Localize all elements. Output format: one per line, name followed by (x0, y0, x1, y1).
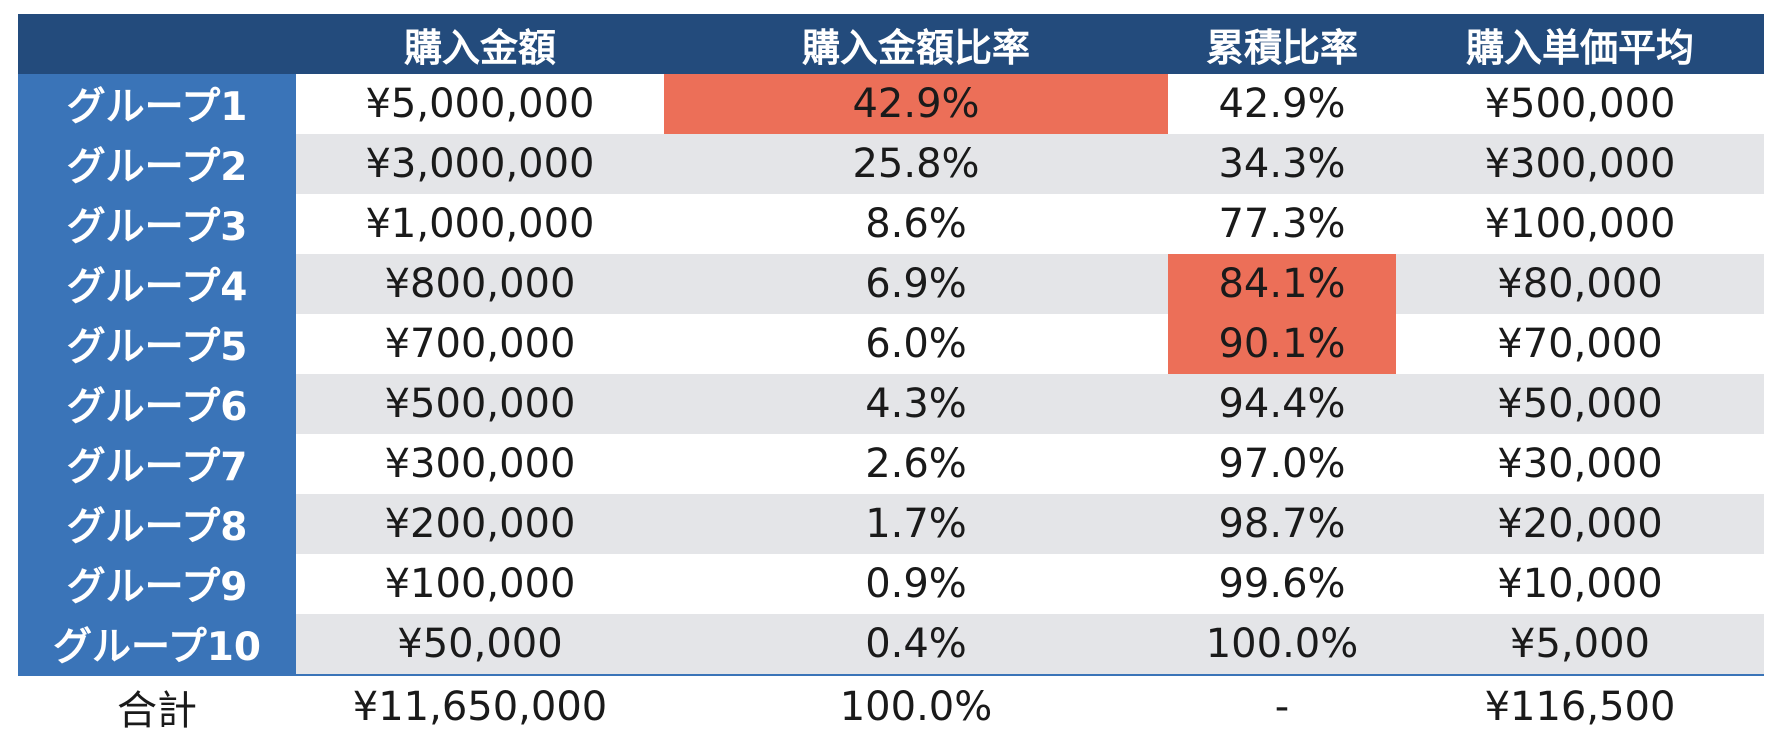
table-row: グループ8 ¥200,000 1.7% 98.7% ¥20,000 (18, 494, 1764, 554)
avg-price-cell: ¥20,000 (1497, 501, 1663, 547)
row-label: グループ4 (18, 254, 296, 314)
cumulative-cell: 98.7% (1218, 501, 1346, 547)
header-cell-ratio: 購入金額比率 (801, 25, 1030, 70)
table-row: グループ6 ¥500,000 4.3% 94.4% ¥50,000 (18, 374, 1764, 434)
row-label: グループ9 (18, 554, 296, 614)
amount-cell: ¥50,000 (397, 621, 563, 667)
ratio-cell: 42.9% (664, 74, 1168, 134)
avg-price-cell: ¥100,000 (1484, 201, 1676, 247)
table-body: グループ1 ¥5,000,000 42.9% 42.9% ¥500,000 グループ2 ¥3… (18, 74, 1764, 674)
avg-price-cell: ¥70,000 (1497, 321, 1663, 367)
amount-cell: ¥200,000 (384, 501, 576, 547)
header-cell-avg-price: 購入単価平均 (1465, 25, 1694, 70)
row-label: グループ8 (18, 494, 296, 554)
avg-price-cell: ¥10,000 (1497, 561, 1663, 607)
ratio-cell: 2.6% (865, 441, 967, 487)
amount-cell: ¥1,000,000 (365, 201, 595, 247)
avg-price-cell: ¥30,000 (1497, 441, 1663, 487)
total-label: 合計 (117, 688, 197, 734)
header-cell-cumulative: 累積比率 (1205, 25, 1358, 70)
amount-cell: ¥700,000 (384, 321, 576, 367)
cumulative-cell: 90.1% (1168, 314, 1396, 374)
total-amount: ¥11,650,000 (352, 684, 608, 730)
cumulative-cell: 77.3% (1218, 201, 1346, 247)
table-row: グループ4 ¥800,000 6.9% 84.1% ¥80,000 (18, 254, 1764, 314)
table-row: グループ1 ¥5,000,000 42.9% 42.9% ¥500,000 (18, 74, 1764, 134)
table-row: グループ7 ¥300,000 2.6% 97.0% ¥30,000 (18, 434, 1764, 494)
header-cell-corner (18, 14, 296, 74)
amount-cell: ¥3,000,000 (365, 141, 595, 187)
ratio-cell: 25.8% (852, 141, 980, 187)
amount-cell: ¥300,000 (384, 441, 576, 487)
table-row: グループ2 ¥3,000,000 25.8% 34.3% ¥300,000 (18, 134, 1764, 194)
amount-cell: ¥100,000 (384, 561, 576, 607)
total-cumulative: - (1274, 684, 1290, 730)
avg-price-cell: ¥5,000 (1510, 621, 1650, 667)
cumulative-cell: 34.3% (1218, 141, 1346, 187)
cumulative-cell: 99.6% (1218, 561, 1346, 607)
amount-cell: ¥500,000 (384, 381, 576, 427)
table-row: グループ9 ¥100,000 0.9% 99.6% ¥10,000 (18, 554, 1764, 614)
data-table: 購入金額 購入金額比率 累積比率 購入単価平均 グループ1 ¥5,000,000 4… (18, 14, 1764, 738)
row-label: グループ10 (18, 614, 296, 674)
ratio-cell: 6.9% (865, 261, 967, 307)
cumulative-cell: 94.4% (1218, 381, 1346, 427)
table-row: グループ3 ¥1,000,000 8.6% 77.3% ¥100,000 (18, 194, 1764, 254)
ratio-cell: 0.9% (865, 561, 967, 607)
total-row: 合計 ¥11,650,000 100.0% - ¥116,500 (18, 674, 1764, 738)
header-cell-amount: 購入金額 (403, 25, 556, 70)
ratio-cell: 6.0% (865, 321, 967, 367)
row-label: グループ1 (18, 74, 296, 134)
row-label: グループ3 (18, 194, 296, 254)
total-ratio: 100.0% (839, 684, 993, 730)
table-row: グループ10 ¥50,000 0.4% 100.0% ¥5,000 (18, 614, 1764, 674)
cumulative-cell: 97.0% (1218, 441, 1346, 487)
table-row: グループ5 ¥700,000 6.0% 90.1% ¥70,000 (18, 314, 1764, 374)
row-label: グループ7 (18, 434, 296, 494)
avg-price-cell: ¥500,000 (1484, 81, 1676, 127)
ratio-cell: 4.3% (865, 381, 967, 427)
amount-cell: ¥800,000 (384, 261, 576, 307)
total-avg-price: ¥116,500 (1484, 684, 1676, 730)
header-row: 購入金額 購入金額比率 累積比率 購入単価平均 (18, 14, 1764, 74)
cumulative-cell: 42.9% (1218, 81, 1346, 127)
avg-price-cell: ¥80,000 (1497, 261, 1663, 307)
ratio-cell: 0.4% (865, 621, 967, 667)
ratio-cell: 1.7% (865, 501, 967, 547)
amount-cell: ¥5,000,000 (365, 81, 595, 127)
cumulative-cell: 84.1% (1168, 254, 1396, 314)
row-label: グループ5 (18, 314, 296, 374)
row-label: グループ6 (18, 374, 296, 434)
ratio-cell: 8.6% (865, 201, 967, 247)
avg-price-cell: ¥300,000 (1484, 141, 1676, 187)
row-label: グループ2 (18, 134, 296, 194)
avg-price-cell: ¥50,000 (1497, 381, 1663, 427)
cumulative-cell: 100.0% (1205, 621, 1359, 667)
